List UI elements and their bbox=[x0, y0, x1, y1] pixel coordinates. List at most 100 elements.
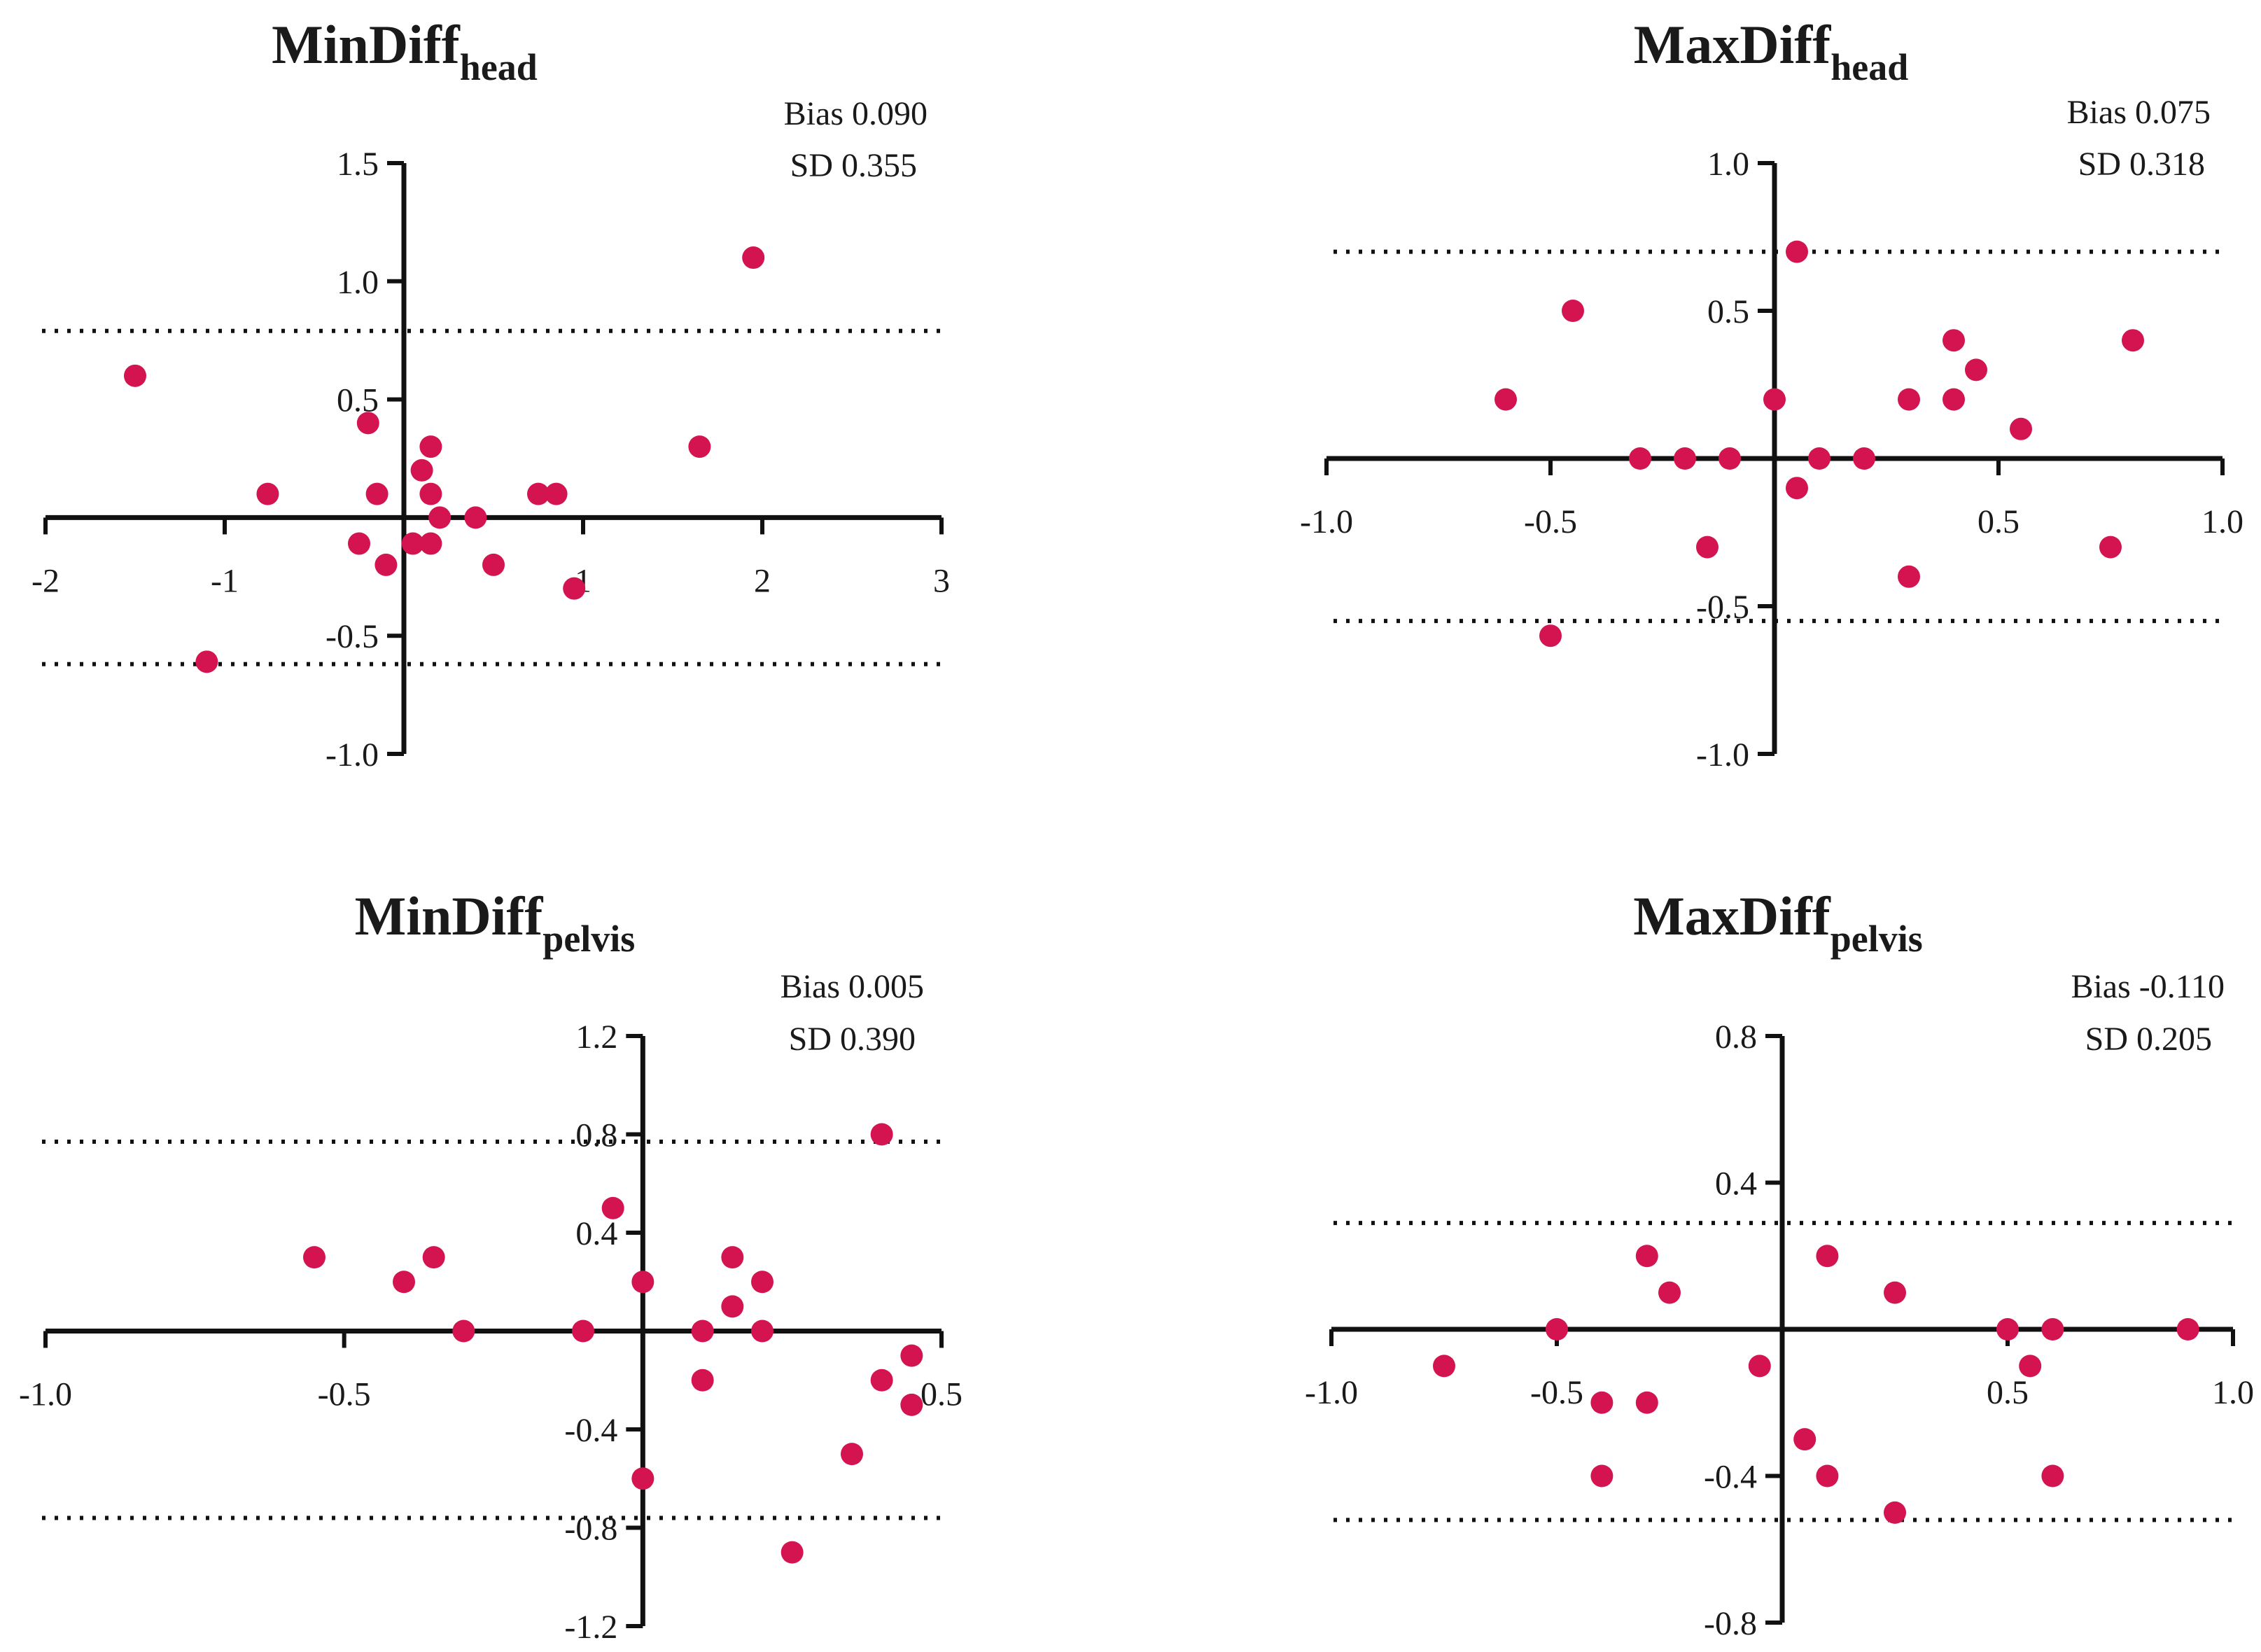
y-tick-label: 1.5 bbox=[337, 146, 379, 183]
data-point bbox=[1793, 1428, 1816, 1451]
data-point bbox=[1942, 388, 1965, 411]
data-point bbox=[1786, 477, 1808, 500]
y-tick-label: -1.0 bbox=[1696, 736, 1749, 774]
y-tick-label: -0.5 bbox=[1696, 589, 1749, 626]
data-point bbox=[419, 435, 442, 458]
data-point bbox=[2019, 1354, 2042, 1378]
data-point bbox=[365, 482, 388, 505]
panel-mindiff-pelvis: MinDiffpelvis Bias 0.005 SD 0.390 -1.0 -0… bbox=[19, 886, 962, 1646]
x-tick-label: -1.0 bbox=[1305, 1374, 1358, 1411]
panel-title-subscript: head bbox=[460, 46, 538, 88]
data-point bbox=[900, 1344, 923, 1367]
data-point bbox=[545, 482, 568, 505]
panel-title: MaxDiffhead bbox=[1634, 14, 1909, 88]
data-point bbox=[742, 246, 765, 270]
data-point bbox=[1539, 624, 1562, 648]
y-tick-label: 0.4 bbox=[1715, 1166, 1757, 1203]
bias-label: Bias 0.075 bbox=[2067, 94, 2211, 131]
panel-title: MaxDiffpelvis bbox=[1633, 886, 1923, 960]
data-point bbox=[348, 532, 370, 555]
data-point bbox=[2176, 1318, 2199, 1340]
y-tick-label: 1.2 bbox=[575, 1018, 617, 1056]
data-point bbox=[691, 1320, 714, 1343]
sd-label: SD 0.390 bbox=[789, 1021, 916, 1058]
x-tick-label: -1.0 bbox=[19, 1376, 72, 1413]
sd-label: SD 0.318 bbox=[2078, 146, 2205, 183]
panel-title-main: MinDiff bbox=[355, 886, 544, 946]
y-tick-label: 1.0 bbox=[1707, 146, 1749, 183]
data-point bbox=[572, 1320, 594, 1343]
data-point bbox=[1808, 447, 1830, 470]
data-point bbox=[1884, 1501, 1906, 1524]
x-tick-label: 1.0 bbox=[2212, 1374, 2254, 1411]
data-point bbox=[2041, 1318, 2064, 1340]
data-point bbox=[631, 1270, 654, 1294]
x-tick-label: 1.0 bbox=[2202, 503, 2244, 540]
panel-mindiff-head: MinDiffhead Bias 0.090 SD 0.355 -2 -1 1 2 3-… bbox=[31, 14, 950, 774]
x-tick-label: -2 bbox=[31, 562, 59, 599]
x-tick-label: 0.5 bbox=[1977, 503, 2019, 540]
data-point bbox=[1965, 358, 1987, 382]
panel-title-main: MinDiff bbox=[272, 14, 461, 75]
x-tick-label: -0.5 bbox=[318, 1376, 371, 1413]
x-tick-label: -1 bbox=[211, 562, 239, 599]
data-point bbox=[428, 506, 451, 529]
data-point bbox=[482, 553, 505, 576]
data-point bbox=[1696, 536, 1718, 559]
data-point bbox=[1884, 1281, 1906, 1304]
data-point bbox=[1718, 447, 1741, 470]
data-point bbox=[1546, 1318, 1568, 1340]
y-tick-label: -0.8 bbox=[564, 1511, 617, 1548]
y-tick-label: -1.2 bbox=[564, 1609, 617, 1646]
data-point bbox=[374, 553, 398, 576]
bias-label: Bias 0.005 bbox=[780, 968, 924, 1005]
data-point bbox=[1494, 388, 1517, 411]
data-point bbox=[691, 1368, 714, 1392]
data-point bbox=[688, 435, 711, 458]
y-tick-label: 0.8 bbox=[575, 1117, 617, 1154]
panel-title-main: MaxDiff bbox=[1634, 14, 1832, 75]
data-point bbox=[2122, 329, 2144, 352]
data-point bbox=[721, 1246, 744, 1269]
data-point bbox=[1816, 1245, 1839, 1268]
data-point bbox=[1562, 300, 1584, 322]
panel-title-subscript: pelvis bbox=[1830, 918, 1923, 960]
data-point bbox=[452, 1320, 475, 1343]
data-point bbox=[1674, 447, 1696, 470]
data-point bbox=[1658, 1281, 1681, 1304]
data-point bbox=[303, 1246, 326, 1269]
data-point bbox=[410, 458, 433, 482]
data-point bbox=[780, 1541, 804, 1564]
x-tick-label: -1.0 bbox=[1300, 503, 1353, 540]
data-point bbox=[1635, 1245, 1658, 1268]
data-point bbox=[2010, 417, 2032, 440]
data-point bbox=[419, 532, 442, 555]
data-point bbox=[419, 482, 442, 505]
sd-label: SD 0.355 bbox=[790, 147, 917, 184]
panel-maxdiff-head: MaxDiffhead Bias 0.075 SD 0.318 -1.0 -0.5… bbox=[1300, 14, 2244, 774]
data-point bbox=[1898, 565, 1920, 588]
data-point bbox=[124, 364, 146, 387]
data-point bbox=[721, 1295, 744, 1318]
data-point bbox=[2099, 536, 2122, 559]
data-point bbox=[2041, 1464, 2064, 1488]
y-tick-label: 0.5 bbox=[1707, 293, 1749, 330]
data-point bbox=[870, 1368, 893, 1392]
y-tick-label: -0.8 bbox=[1704, 1605, 1757, 1642]
x-tick-label: 3 bbox=[933, 562, 950, 599]
y-tick-label: -0.4 bbox=[1704, 1459, 1757, 1496]
panel-title-subscript: pelvis bbox=[542, 918, 635, 960]
bias-label: Bias 0.090 bbox=[784, 95, 927, 132]
data-point bbox=[1816, 1464, 1839, 1488]
data-point bbox=[256, 482, 279, 505]
x-tick-label: 2 bbox=[754, 562, 771, 599]
data-point bbox=[1748, 1354, 1771, 1378]
data-point bbox=[601, 1196, 624, 1219]
data-point bbox=[900, 1393, 923, 1416]
data-point bbox=[1590, 1464, 1614, 1488]
data-point bbox=[356, 412, 379, 435]
data-point bbox=[870, 1123, 893, 1146]
panel-maxdiff-pelvis: MaxDiffpelvis Bias -0.110 SD 0.205 -1.0 -… bbox=[1305, 886, 2254, 1642]
data-point bbox=[1853, 447, 1875, 470]
